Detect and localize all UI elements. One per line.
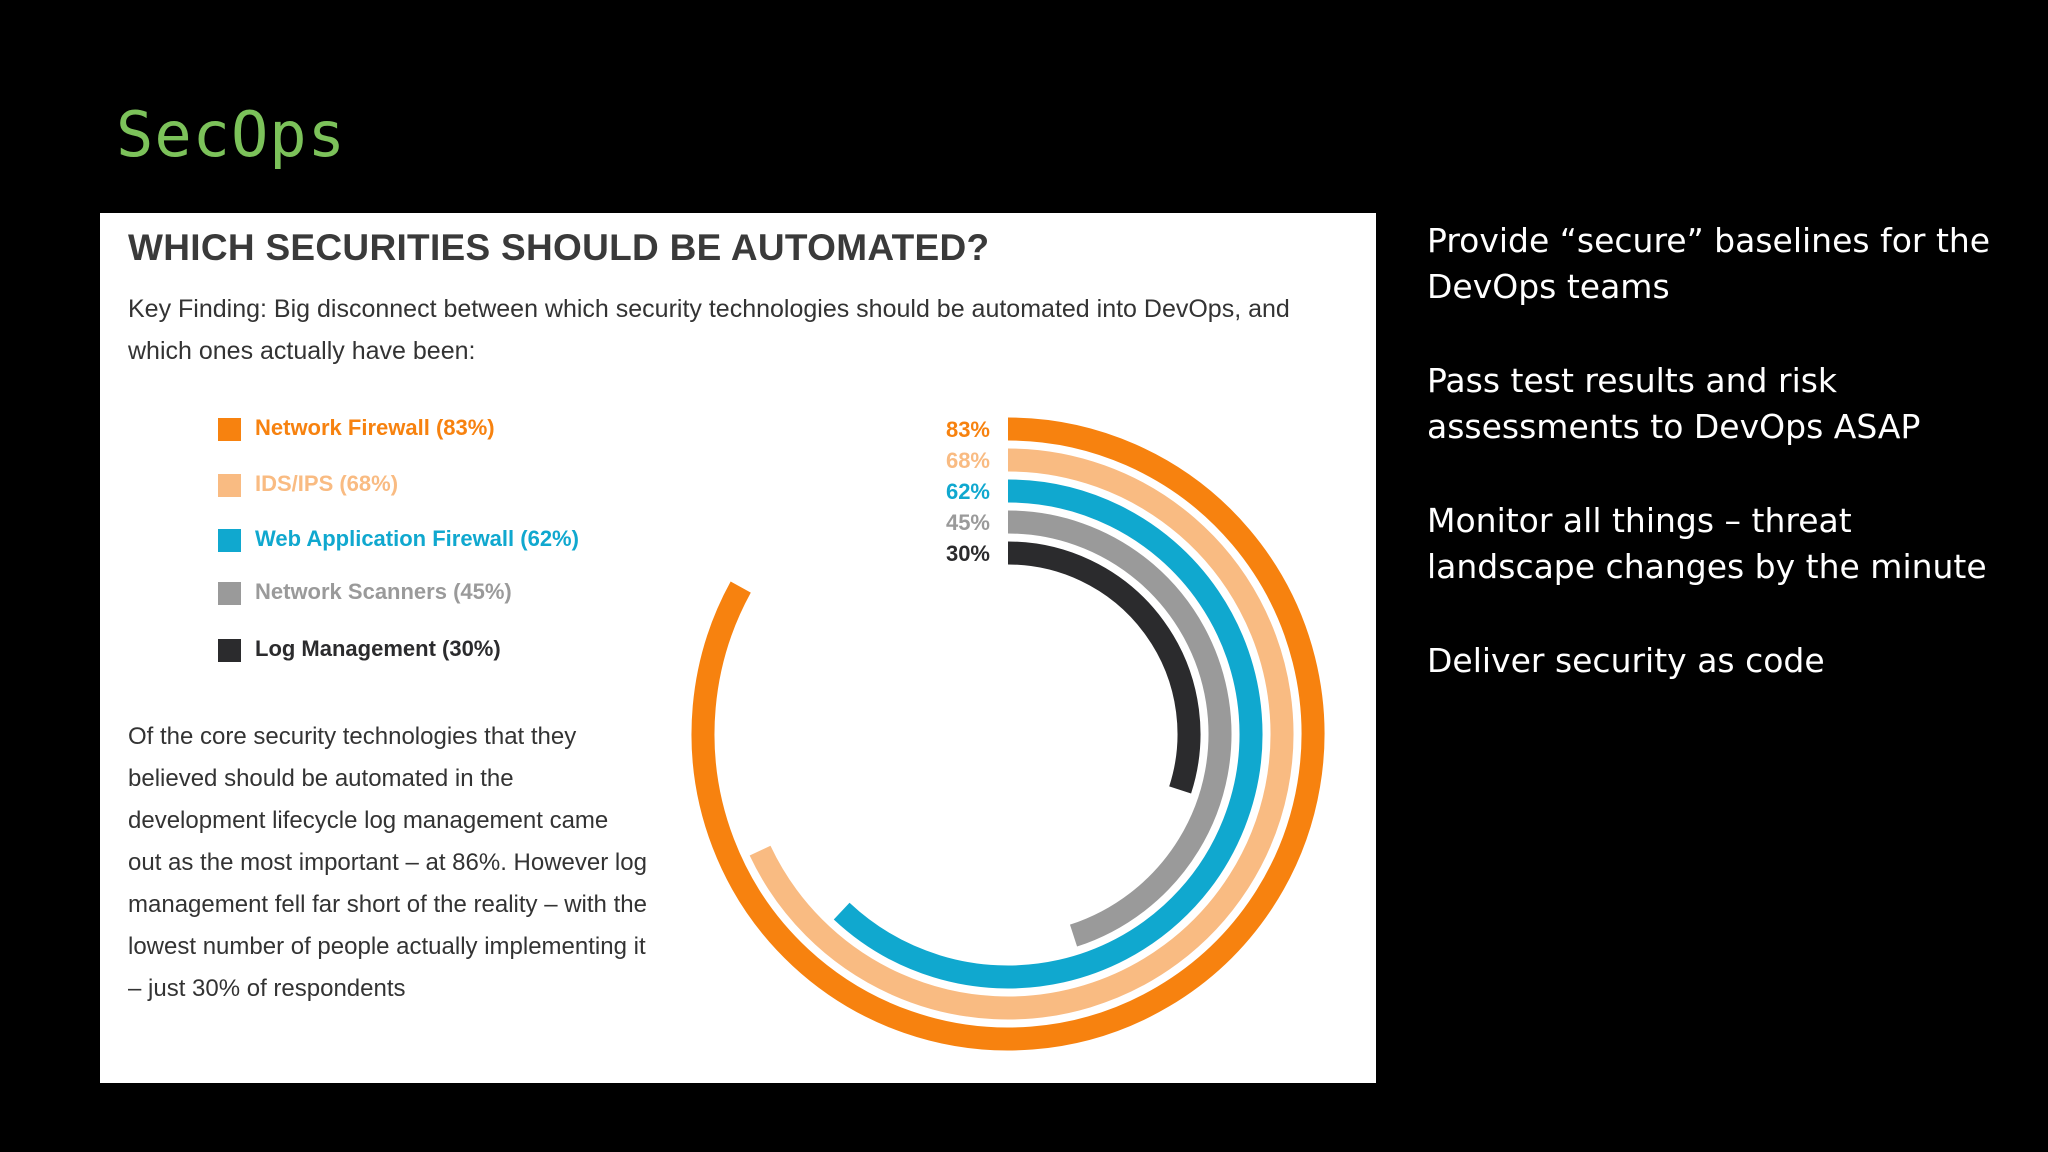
- legend-swatch-web-application-firewall: [218, 529, 241, 552]
- bullet-1: Provide “secure” baselines for the DevOp…: [1427, 221, 1991, 306]
- infographic-panel: WHICH SECURITIES SHOULD BE AUTOMATED? Ke…: [100, 213, 1376, 1083]
- legend-label-network-scanners: Network Scanners (45%): [255, 579, 512, 604]
- chart-arc-2: [749, 448, 1294, 1020]
- chart-value-label-5: 30%: [946, 541, 990, 566]
- legend-swatch-network-firewall: [218, 418, 241, 441]
- legend-swatch-ids-ips: [218, 474, 241, 497]
- chart-arc-5: [1007, 541, 1201, 794]
- legend-label-web-application-firewall: Web Application Firewall (62%): [255, 526, 579, 551]
- chart-value-label-4: 45%: [946, 510, 990, 535]
- bullet-2: Pass test results and risk assessments t…: [1427, 361, 1921, 446]
- chart-value-label-1: 83%: [946, 417, 990, 442]
- chart-value-label-3: 62%: [946, 479, 990, 504]
- chart-arc-4: [1007, 510, 1232, 947]
- key-finding-text: Key Finding: Big disconnect between whic…: [128, 295, 1290, 365]
- legend-label-network-firewall: Network Firewall (83%): [255, 415, 495, 440]
- bullet-4: Deliver security as code: [1427, 641, 1825, 680]
- radial-bar-chart: 83% 68% 62% 45% 30%: [691, 417, 1325, 1051]
- chart-arc-3: [833, 479, 1263, 989]
- legend-label-log-management: Log Management (30%): [255, 636, 501, 661]
- bullet-list: Provide “secure” baselines for the DevOp…: [1427, 218, 2027, 732]
- legend-label-ids-ips: IDS/IPS (68%): [255, 471, 399, 496]
- chart-value-label-2: 68%: [946, 448, 990, 473]
- legend-swatch-log-management: [218, 639, 241, 662]
- infographic-title: WHICH SECURITIES SHOULD BE AUTOMATED?: [128, 227, 990, 268]
- bullet-3: Monitor all things – threat landscape ch…: [1427, 501, 1987, 586]
- legend-swatch-network-scanners: [218, 582, 241, 605]
- body-text: Of the core security technologies that t…: [128, 723, 647, 1002]
- slide-title: SecOps: [116, 98, 346, 171]
- chart-arc-1: [691, 417, 1325, 1051]
